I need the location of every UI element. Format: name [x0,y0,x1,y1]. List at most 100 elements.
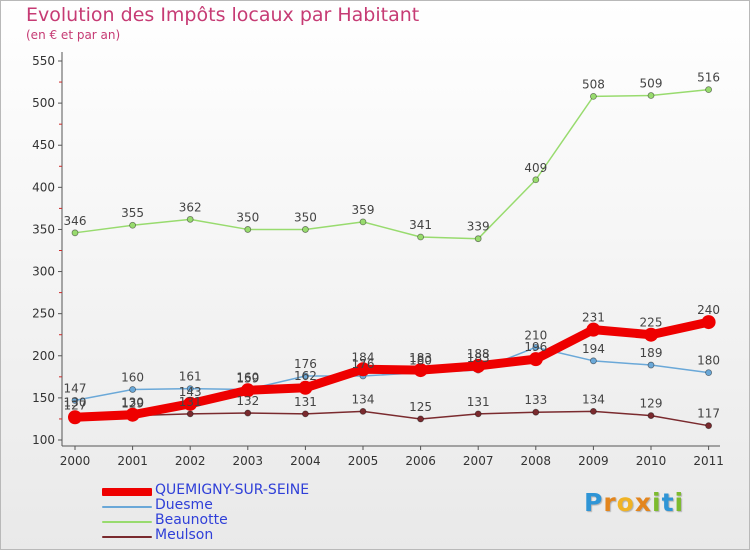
data-point [359,218,367,226]
data-point [705,422,712,430]
data-point [705,86,712,94]
data-label: 231 [582,311,605,325]
data-label: 183 [409,351,432,365]
data-label: 516 [697,71,720,85]
data-point [301,410,309,418]
x-tick-label: 2009 [578,454,609,468]
data-point [240,383,255,398]
data-point [186,385,194,393]
legend-item: Duesme [102,497,382,514]
x-tick-label: 2007 [463,454,494,468]
data-label: 362 [179,200,202,214]
data-label: 194 [582,342,605,356]
x-tick-label: 2003 [233,454,264,468]
data-point [417,233,425,241]
data-point [129,386,137,393]
data-label: 341 [409,218,432,232]
data-point [417,415,425,423]
y-tick-label: 100 [32,433,55,447]
y-tick-label: 250 [32,307,55,321]
data-label: 180 [697,354,720,368]
data-label: 125 [409,400,432,414]
data-label: 130 [64,396,87,410]
data-label: 183 [467,351,490,365]
logo-letter: i [652,488,662,517]
data-label: 134 [582,392,605,406]
series-line [74,88,710,240]
data-label: 509 [640,77,663,91]
proxiti-logo: Proxiti [584,488,684,517]
data-label: 127 [64,398,87,412]
data-point [701,315,716,330]
y-tick-label: 300 [32,265,55,279]
data-label: 346 [64,214,87,228]
data-point [68,410,82,425]
legend-item: QUEMIGNY-SUR-SEINE [102,482,382,499]
data-label: 131 [467,395,490,409]
x-tick-label: 2011 [693,454,724,468]
x-tick-label: 2002 [175,454,206,468]
data-label: 160 [121,370,144,384]
legend-swatch [102,536,152,538]
data-label: 160 [236,370,259,384]
legend-label: Beaunotte [155,512,228,528]
data-point [301,372,309,380]
x-tick-label: 2004 [290,454,321,468]
x-tick-label: 2005 [348,454,379,468]
data-point [186,410,194,418]
data-label: 359 [352,203,375,217]
chart-axes: 100 150 200 250 300 350 400 450 500 550 2000 2001 20… [32,52,724,468]
data-point [244,226,252,233]
data-point [647,92,655,99]
chart-series [68,86,716,430]
data-point [471,358,486,373]
legend-item: Meulson [102,527,382,544]
x-tick-label: 2006 [405,454,436,468]
data-point [413,363,428,378]
data-label: 162 [294,369,317,383]
data-point [183,396,198,411]
data-label: 132 [236,394,259,408]
data-label: 143 [179,385,202,399]
logo-letter: o [616,488,635,517]
legend-label: Duesme [155,497,213,513]
data-label: 131 [294,395,317,409]
data-point [474,410,482,418]
y-tick-label: 200 [32,349,55,363]
logo-letter: r [603,488,617,517]
legend-swatch [102,521,152,523]
data-label: 131 [179,395,202,409]
y-tick-label: 350 [32,222,55,236]
chart-subtitle: (en € et par an) [26,28,121,42]
data-point [532,176,540,184]
data-point [71,229,79,237]
data-label: 130 [121,396,144,410]
data-label: 350 [294,210,317,224]
data-label: 339 [467,220,490,234]
logo-letter: t [661,488,675,517]
data-point [532,408,540,416]
data-label: 129 [121,397,144,411]
data-point [705,369,712,377]
y-tick-label: 500 [32,96,55,110]
data-point [647,412,655,419]
chart-legend: QUEMIGNY-SUR-SEINE Duesme Beaunotte Meul… [102,482,382,544]
y-tick-label: 450 [32,138,55,152]
data-label: 189 [640,346,663,360]
y-tick-label: 150 [32,391,55,405]
logo-letter: i [674,488,685,517]
data-label: 409 [524,161,547,175]
series-line [74,346,710,402]
x-tick-label: 2000 [60,454,91,468]
data-label: 508 [582,77,605,91]
data-point [301,226,309,233]
data-point [186,215,194,223]
data-label: 225 [640,316,663,330]
data-point [125,407,140,422]
legend-item: Beaunotte [102,512,382,529]
data-label: 134 [352,392,375,406]
legend-swatch [102,488,152,496]
data-point [356,362,370,377]
legend-swatch [102,506,152,508]
